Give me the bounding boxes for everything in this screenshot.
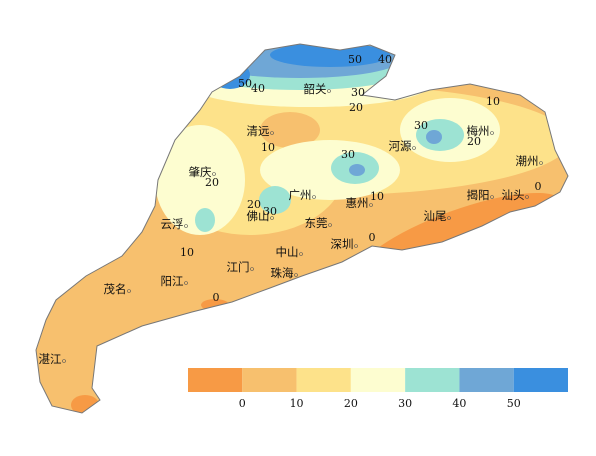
city-label: 河源	[389, 139, 412, 153]
city-dot	[294, 273, 298, 277]
city-label: 江门	[227, 260, 250, 274]
city-dot	[62, 359, 66, 363]
contour-label: 30	[263, 205, 277, 218]
city-dot	[539, 161, 543, 165]
city-dot	[490, 195, 494, 199]
city-label: 揭阳	[467, 188, 490, 202]
city-dot	[127, 289, 131, 293]
city-dot	[270, 216, 274, 220]
contour-label: 0	[535, 180, 542, 193]
city-dot	[312, 195, 316, 199]
city-label: 清远	[247, 124, 270, 138]
city-dot	[250, 267, 254, 271]
city-dot	[525, 195, 529, 199]
city-dot	[184, 281, 188, 285]
city-dot	[447, 216, 451, 220]
contour-label: 20	[349, 101, 363, 114]
contour-label: 30	[414, 119, 428, 132]
city-label: 梅州	[467, 124, 490, 138]
legend-tick-label: 50	[507, 397, 521, 410]
city-label: 惠州	[346, 196, 369, 210]
city-label: 湛江	[39, 352, 62, 366]
city-label: 茂名	[104, 282, 127, 296]
contour-label: 40	[251, 82, 265, 95]
legend-tick-label: 40	[452, 397, 466, 410]
city-label: 深圳	[331, 237, 354, 251]
city-label: 汕头	[502, 188, 525, 202]
legend-tick-label: 10	[290, 397, 304, 410]
city-label: 潮州	[516, 154, 539, 168]
city-label: 汕尾	[424, 209, 447, 223]
city-label: 肇庆	[189, 165, 212, 179]
city-label: 东莞	[305, 216, 328, 230]
legend-swatch	[513, 368, 568, 392]
contour-label: 10	[261, 141, 275, 154]
contour-label: 20	[205, 176, 219, 189]
contour-label: 10	[370, 190, 384, 203]
contour-label: 10	[486, 95, 500, 108]
contour-label: 30	[351, 86, 365, 99]
city-label: 广州	[289, 188, 312, 202]
city-dot	[212, 172, 216, 176]
city-label: 中山	[276, 245, 299, 259]
legend-swatch	[296, 368, 351, 392]
city-label: 韶关	[304, 82, 327, 96]
contour-label: 20	[247, 198, 261, 211]
contour-label: 50	[238, 77, 252, 90]
legend-swatch	[459, 368, 514, 392]
contour-label: 0	[369, 231, 376, 244]
contour-label: 0	[213, 291, 220, 304]
city-label: 云浮	[161, 217, 184, 231]
city-dot	[184, 224, 188, 228]
city-dot	[354, 244, 358, 248]
city-dot	[328, 223, 332, 227]
city-dot	[369, 203, 373, 207]
city-label: 佛山	[247, 209, 270, 223]
city-label: 珠海	[271, 266, 294, 280]
city-dot	[412, 146, 416, 150]
legend-swatch	[405, 368, 460, 392]
contour-label: 10	[180, 246, 194, 259]
city-dot	[299, 252, 303, 256]
city-label: 阳江	[161, 274, 184, 288]
contour-label: 40	[378, 53, 392, 66]
legend-tick-label: 0	[239, 397, 246, 410]
legend-swatch	[242, 368, 297, 392]
contour-label: 50	[348, 53, 362, 66]
city-dot	[327, 89, 331, 93]
contour-label: 30	[341, 148, 355, 161]
city-dot	[270, 131, 274, 135]
city-dot	[490, 131, 494, 135]
legend-swatch	[350, 368, 406, 392]
legend-tick-label: 20	[344, 397, 358, 410]
legend-swatch	[188, 368, 243, 392]
legend-tick-label: 30	[398, 397, 412, 410]
contour-label: 20	[467, 135, 481, 148]
